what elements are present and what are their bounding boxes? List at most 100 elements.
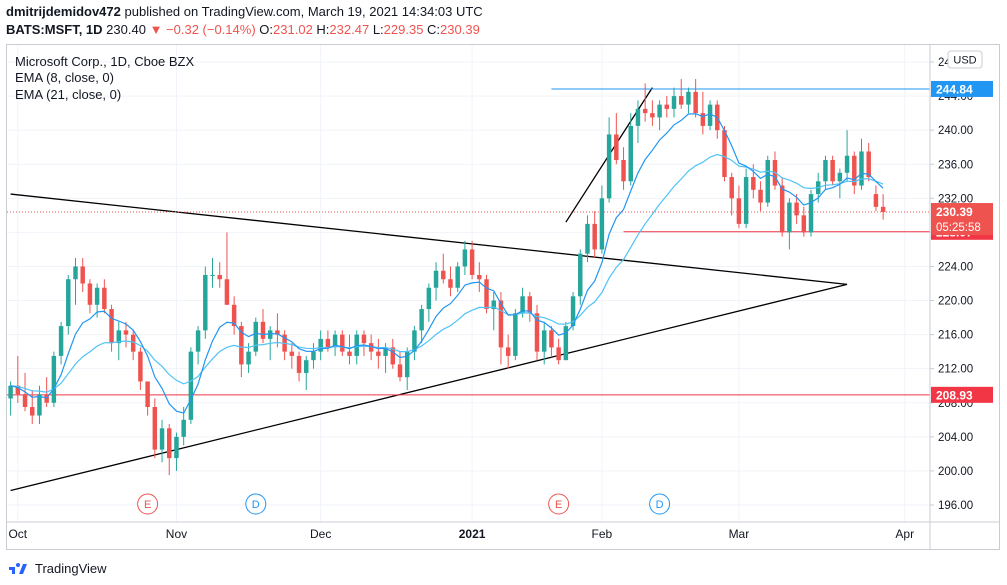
candle-body[interactable] — [693, 91, 698, 114]
candle-body[interactable] — [779, 185, 785, 233]
candle-body[interactable] — [210, 274, 215, 276]
candle-body[interactable] — [736, 198, 742, 224]
candle-body[interactable] — [484, 279, 489, 310]
candle-body[interactable] — [433, 270, 439, 288]
candle-body[interactable] — [15, 385, 21, 395]
candle-body[interactable] — [347, 351, 352, 356]
candle-body[interactable] — [73, 266, 78, 280]
candle-body[interactable] — [664, 104, 670, 109]
candle-body[interactable] — [469, 249, 475, 275]
candle-body[interactable] — [859, 151, 864, 186]
candle-body[interactable] — [441, 270, 446, 280]
candle-body[interactable] — [217, 274, 222, 280]
candle-body[interactable] — [296, 355, 302, 373]
candle-body[interactable] — [505, 347, 511, 356]
candle-body[interactable] — [66, 279, 71, 327]
candle-body[interactable] — [253, 321, 259, 352]
candle-body[interactable] — [195, 330, 201, 352]
candle-body[interactable] — [462, 249, 468, 267]
tradingview-logo-icon[interactable] — [8, 561, 30, 575]
candle-body[interactable] — [275, 330, 280, 335]
candle-body[interactable] — [534, 313, 540, 352]
candle-body[interactable] — [635, 108, 641, 126]
candle-body[interactable] — [188, 351, 194, 420]
candle-body[interactable] — [419, 309, 424, 331]
candle-body[interactable] — [823, 159, 828, 182]
candle-body[interactable] — [267, 330, 273, 339]
candle-body[interactable] — [722, 130, 727, 178]
event-marker-circle[interactable] — [649, 493, 671, 515]
candle-body[interactable] — [498, 300, 504, 348]
candle-body[interactable] — [621, 159, 626, 182]
candle-body[interactable] — [527, 296, 533, 314]
candle-body[interactable] — [477, 274, 482, 280]
candle-body[interactable] — [426, 287, 432, 310]
candle-body[interactable] — [174, 436, 179, 459]
candle-body[interactable] — [239, 326, 244, 365]
event-marker-circle[interactable] — [548, 493, 570, 515]
candle-body[interactable] — [520, 296, 525, 314]
candle-body[interactable] — [729, 177, 734, 199]
ema-8-line[interactable] — [10, 113, 884, 414]
candle-body[interactable] — [556, 347, 561, 361]
candle-body[interactable] — [578, 253, 583, 297]
candle-body[interactable] — [368, 343, 374, 352]
candle-body[interactable] — [671, 96, 677, 109]
trendline[interactable] — [10, 193, 848, 285]
candle-body[interactable] — [138, 351, 143, 382]
candle-body[interactable] — [866, 151, 871, 178]
candle-body[interactable] — [51, 355, 57, 403]
candle-body[interactable] — [570, 296, 576, 327]
candle-body[interactable] — [80, 266, 85, 284]
candle-body[interactable] — [448, 279, 453, 288]
candle-body[interactable] — [513, 313, 518, 356]
candle-body[interactable] — [332, 334, 338, 348]
candle-body[interactable] — [700, 113, 706, 126]
candle-body[interactable] — [880, 206, 886, 212]
candle-body[interactable] — [852, 155, 857, 186]
candle-body[interactable] — [304, 360, 309, 373]
candle-body[interactable] — [260, 321, 266, 339]
candle-body[interactable] — [606, 134, 612, 199]
candle-body[interactable] — [22, 394, 28, 408]
candle-body[interactable] — [231, 304, 237, 327]
candle-body[interactable] — [650, 113, 655, 118]
candle-body[interactable] — [8, 385, 13, 399]
candle-body[interactable] — [87, 283, 93, 305]
candle-body[interactable] — [412, 330, 417, 352]
candle-body[interactable] — [37, 394, 42, 416]
candle-body[interactable] — [787, 202, 792, 233]
candle-body[interactable] — [361, 334, 367, 344]
candle-body[interactable] — [203, 274, 208, 331]
candle-body[interactable] — [549, 330, 554, 348]
candle-body[interactable] — [743, 177, 749, 224]
candle-body[interactable] — [325, 338, 331, 348]
candle-body[interactable] — [318, 338, 323, 352]
candle-body[interactable] — [844, 155, 850, 173]
candle-body[interactable] — [340, 334, 345, 352]
candle-body[interactable] — [383, 347, 388, 356]
candle-body[interactable] — [642, 108, 648, 114]
candle-body[interactable] — [167, 428, 172, 459]
candle-body[interactable] — [758, 189, 763, 203]
candle-body[interactable] — [289, 351, 295, 356]
ema-21-line[interactable] — [10, 153, 884, 393]
candle-body[interactable] — [455, 266, 460, 288]
candle-body[interactable] — [801, 215, 807, 233]
event-marker-circle[interactable] — [137, 493, 159, 515]
candle-body[interactable] — [102, 287, 107, 310]
candle-body[interactable] — [130, 334, 136, 352]
candle-body[interactable] — [30, 407, 35, 416]
candle-body[interactable] — [628, 125, 633, 182]
author-name[interactable]: dmitrijdemidov472 — [6, 4, 121, 19]
candle-body[interactable] — [751, 177, 756, 190]
candle-body[interactable] — [808, 194, 814, 233]
candle-body[interactable] — [390, 347, 396, 365]
candle-body[interactable] — [246, 351, 251, 365]
candle-body[interactable] — [678, 96, 684, 105]
candle-body[interactable] — [116, 330, 122, 344]
candle-body[interactable] — [224, 279, 230, 305]
candle-body[interactable] — [837, 172, 843, 182]
candle-body[interactable] — [614, 134, 619, 160]
